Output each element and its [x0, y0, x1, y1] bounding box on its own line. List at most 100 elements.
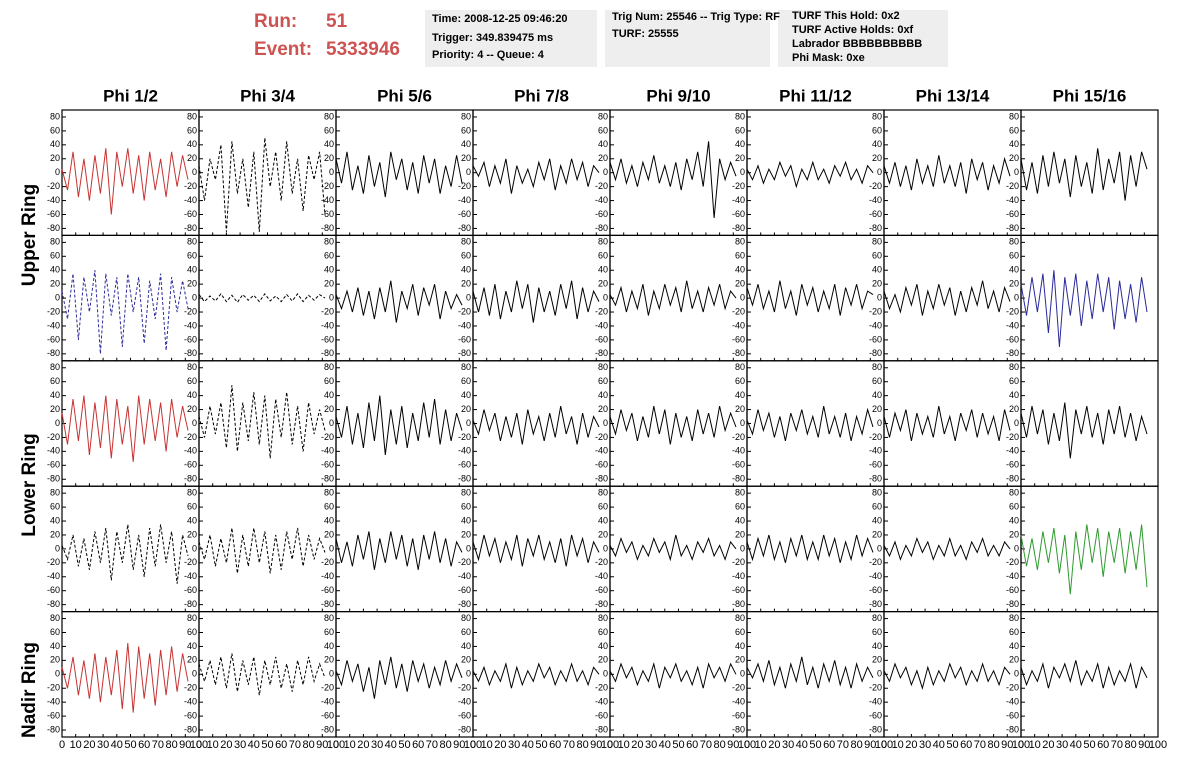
y-tick-label: 60	[735, 501, 745, 511]
x-tick-label: 90	[864, 739, 876, 751]
y-tick-label: -40	[47, 320, 60, 330]
info-line: Trigger: 349.839475 ms	[432, 32, 553, 44]
y-tick-label: -80	[47, 348, 60, 358]
x-tick-label: 100	[875, 739, 893, 751]
x-tick-label: 10	[1029, 739, 1041, 751]
y-tick-label: 40	[598, 139, 608, 149]
y-tick-label: -80	[321, 348, 334, 358]
y-tick-label: -60	[458, 334, 471, 344]
run-label: Run:	[254, 11, 297, 32]
y-tick-label: 40	[735, 265, 745, 275]
y-tick-label: 0	[55, 292, 60, 302]
y-tick-label: 20	[872, 404, 882, 414]
y-tick-label: 40	[461, 139, 471, 149]
y-tick-label: 60	[872, 376, 882, 386]
y-tick-label: -20	[321, 683, 334, 693]
waveform	[198, 527, 326, 574]
y-tick-label: 60	[598, 251, 608, 261]
y-tick-label: -80	[1006, 724, 1019, 734]
panel-frame	[883, 610, 1022, 738]
y-tick-label: -40	[1006, 571, 1019, 581]
y-tick-label: 60	[50, 376, 60, 386]
y-tick-label: -20	[47, 683, 60, 693]
y-tick-label: 40	[598, 515, 608, 525]
y-tick-label: 40	[872, 265, 882, 275]
waveform	[883, 662, 1011, 691]
run-value: 51	[326, 11, 348, 32]
y-tick-label: 60	[1009, 125, 1019, 135]
x-tick-label: 20	[631, 739, 643, 751]
y-tick-label: 80	[872, 613, 882, 623]
column-header: Phi 9/10	[646, 86, 710, 105]
y-tick-label: -80	[732, 474, 745, 484]
y-tick-label: 20	[50, 279, 60, 289]
waveform	[335, 395, 463, 455]
y-tick-label: -40	[595, 571, 608, 581]
panel-frame	[335, 234, 474, 362]
waveform	[472, 158, 600, 194]
x-tick-label: 70	[1111, 739, 1123, 751]
y-tick-label: -80	[184, 599, 197, 609]
y-tick-label: -20	[458, 683, 471, 693]
y-tick-label: -80	[869, 474, 882, 484]
info-line: Phi Mask: 0xe	[792, 52, 865, 64]
y-tick-label: -60	[1006, 209, 1019, 219]
y-tick-label: -20	[184, 432, 197, 442]
y-tick-label: 60	[461, 376, 471, 386]
y-tick-label: -40	[458, 320, 471, 330]
x-tick-label: 70	[700, 739, 712, 751]
y-tick-label: -60	[732, 585, 745, 595]
x-tick-label: 50	[124, 739, 136, 751]
panel-frame	[746, 485, 885, 613]
y-tick-label: 20	[735, 153, 745, 163]
column-header: Phi 5/6	[377, 86, 432, 105]
x-tick-label: 60	[686, 739, 698, 751]
x-tick-label: 10	[70, 739, 82, 751]
waveform	[1020, 660, 1148, 689]
waveform	[1020, 270, 1148, 347]
y-tick-label: -20	[47, 432, 60, 442]
y-tick-label: -40	[595, 446, 608, 456]
waveform	[61, 642, 189, 713]
y-tick-label: -80	[732, 599, 745, 609]
y-tick-label: -40	[47, 697, 60, 707]
y-tick-label: 20	[735, 404, 745, 414]
y-tick-label: 0	[329, 292, 334, 302]
y-tick-label: 20	[324, 153, 334, 163]
x-tick-label: 50	[809, 739, 821, 751]
y-tick-label: 80	[1009, 111, 1019, 121]
panel-frame	[61, 485, 200, 613]
x-tick-label: 30	[1056, 739, 1068, 751]
y-tick-label: 0	[603, 418, 608, 428]
y-tick-label: -80	[321, 223, 334, 233]
x-tick-label: 90	[316, 739, 328, 751]
y-tick-label: -80	[458, 223, 471, 233]
y-tick-label: -80	[732, 348, 745, 358]
y-tick-label: -80	[869, 724, 882, 734]
y-tick-label: -20	[458, 432, 471, 442]
column-header: Phi 7/8	[514, 86, 569, 105]
y-tick-label: -20	[595, 683, 608, 693]
y-tick-label: 0	[603, 543, 608, 553]
y-tick-label: 40	[598, 641, 608, 651]
x-tick-label: 60	[275, 739, 287, 751]
panel-frame	[61, 360, 200, 487]
y-tick-label: -60	[458, 585, 471, 595]
y-tick-label: -40	[47, 571, 60, 581]
y-tick-label: 0	[466, 669, 471, 679]
x-tick-label: 0	[744, 739, 750, 751]
y-tick-label: -60	[184, 209, 197, 219]
y-tick-label: -20	[47, 557, 60, 567]
ring-label: Nadir Ring	[19, 642, 40, 738]
x-tick-label: 50	[1083, 739, 1095, 751]
y-tick-label: -40	[184, 571, 197, 581]
panel-frame	[746, 610, 885, 738]
y-tick-label: 80	[1009, 613, 1019, 623]
y-tick-label: -80	[869, 599, 882, 609]
y-tick-label: 20	[598, 404, 608, 414]
x-tick-label: 40	[248, 739, 260, 751]
y-tick-label: -60	[321, 460, 334, 470]
y-tick-label: 80	[324, 488, 334, 498]
y-tick-label: -40	[1006, 195, 1019, 205]
y-tick-label: -60	[47, 209, 60, 219]
